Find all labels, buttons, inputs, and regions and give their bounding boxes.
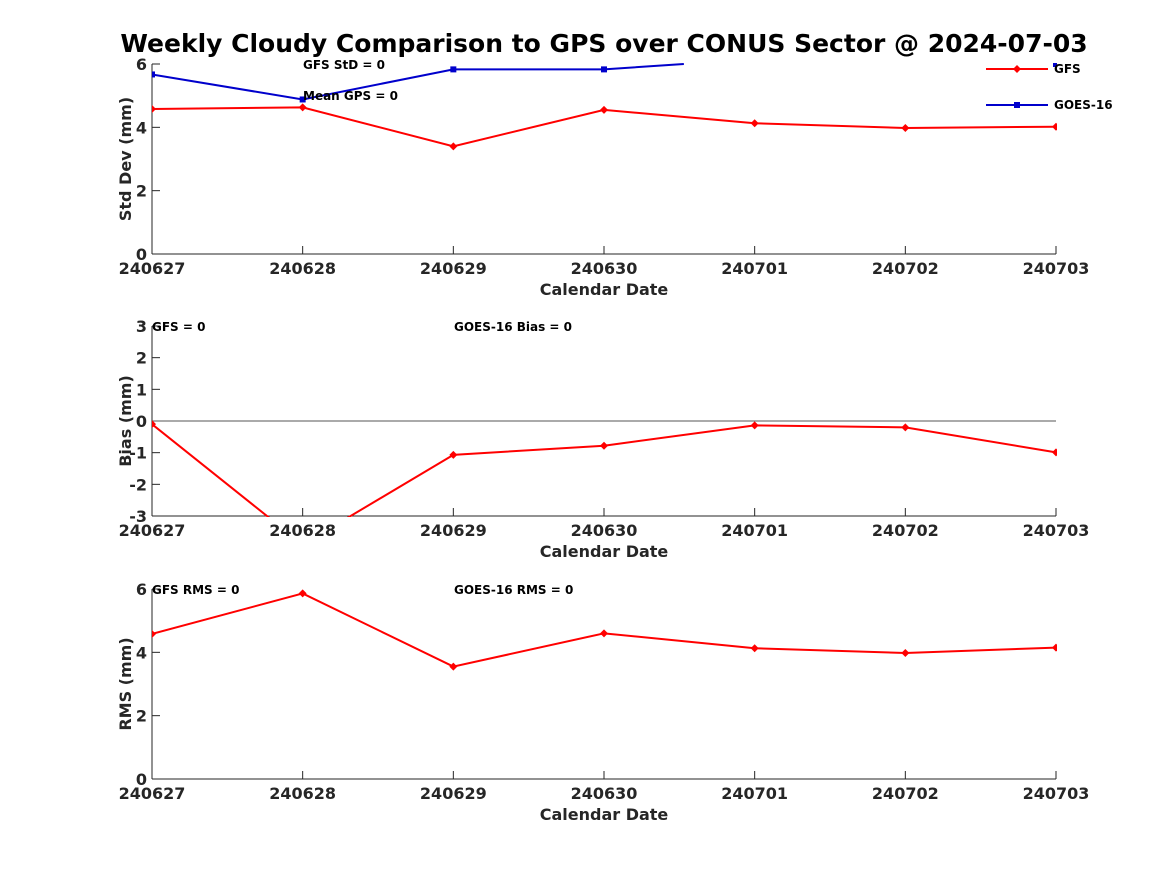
annotation-text: GFS RMS = 0 xyxy=(152,583,239,597)
data-point-gfs xyxy=(299,541,307,549)
x-tick-label: 240630 xyxy=(571,784,638,803)
x-tick-label: 240702 xyxy=(872,784,939,803)
x-tick-label: 240702 xyxy=(872,259,939,278)
data-point-gfs xyxy=(901,423,910,432)
y-tick-label: -3 xyxy=(129,507,147,526)
x-axis-label: Calendar Date xyxy=(540,542,669,561)
y-axis-label: RMS (mm) xyxy=(116,637,135,730)
y-tick-label: 4 xyxy=(136,118,147,137)
x-tick-label: 240630 xyxy=(571,521,638,540)
x-tick-label: 240701 xyxy=(721,259,788,278)
x-axis-label: Calendar Date xyxy=(540,805,669,824)
legend-marker-gfs xyxy=(1013,65,1021,73)
legend-label: GOES-16 xyxy=(1054,98,1113,112)
annotation-text: GOES-16 Bias = 0 xyxy=(454,320,572,334)
y-tick-label: 6 xyxy=(136,55,147,74)
data-point-gfs xyxy=(449,662,458,671)
data-point-gfs xyxy=(600,441,608,450)
legend-label: GFS xyxy=(1054,62,1081,76)
y-axis-label: Std Dev (mm) xyxy=(116,97,135,221)
data-point-gfs xyxy=(600,629,608,638)
annotation-text: GFS = 0 xyxy=(152,320,205,334)
series-layer xyxy=(152,63,1057,151)
data-point-gfs xyxy=(152,104,156,113)
x-axis-label: Calendar Date xyxy=(540,280,669,299)
y-tick-label: 2 xyxy=(136,707,147,726)
data-point-gfs xyxy=(750,421,759,430)
data-point-gfs xyxy=(152,629,156,638)
x-tick-label: 240629 xyxy=(420,521,487,540)
y-tick-label: 2 xyxy=(136,349,147,368)
data-point-goes-16 xyxy=(299,96,306,103)
y-tick-label: -2 xyxy=(129,475,147,494)
data-point-gfs xyxy=(449,450,458,459)
data-point-gfs xyxy=(901,648,910,657)
y-axis-label: Bias (mm) xyxy=(116,375,135,467)
x-tick-label: 240703 xyxy=(1023,784,1090,803)
data-point-goes-16 xyxy=(1053,63,1057,67)
data-point-goes-16 xyxy=(450,66,457,73)
data-point-gfs xyxy=(298,589,307,598)
x-tick-label: 240629 xyxy=(420,784,487,803)
data-point-goes-16 xyxy=(152,71,155,78)
figure-title: Weekly Cloudy Comparison to GPS over CON… xyxy=(120,29,1087,58)
data-point-gfs xyxy=(449,142,458,151)
series-layer xyxy=(152,420,1057,549)
y-tick-label: 0 xyxy=(136,770,147,789)
x-tick-label: 240627 xyxy=(119,784,186,803)
annotation-text: Mean GPS = 0 xyxy=(303,89,398,103)
annotation-text: GFS StD = 0 xyxy=(303,58,385,72)
x-tick-label: 240628 xyxy=(269,259,336,278)
data-point-gfs xyxy=(600,105,608,114)
y-tick-label: 4 xyxy=(136,643,147,662)
x-tick-label: 240628 xyxy=(269,784,336,803)
x-tick-label: 240703 xyxy=(1023,259,1090,278)
data-point-gfs xyxy=(750,119,759,128)
series-layer xyxy=(152,589,1057,671)
x-tick-label: 240630 xyxy=(571,259,638,278)
y-tick-label: 2 xyxy=(136,182,147,201)
data-point-gfs xyxy=(1052,122,1057,131)
y-tick-label: 1 xyxy=(136,380,147,399)
y-tick-label: 6 xyxy=(136,580,147,599)
legend: GFS GOES-16 xyxy=(986,62,1113,112)
data-point-gfs xyxy=(1052,643,1057,652)
x-tick-label: 240627 xyxy=(119,521,186,540)
chart-panel-rms: 240627 240628 240629 240630 240701 240702 2407… xyxy=(116,580,1089,824)
annotation-text: GOES-16 RMS = 0 xyxy=(454,583,573,597)
legend-marker-goes-16 xyxy=(1014,102,1020,108)
chart-panel-bias: 240627 240628 240629 240630 240701 240702 2407… xyxy=(116,317,1089,561)
y-tick-label: 0 xyxy=(136,412,147,431)
y-tick-label: 0 xyxy=(136,245,147,264)
x-tick-label: 240627 xyxy=(119,259,186,278)
data-point-goes-16 xyxy=(601,66,607,73)
chart-panel-stddev: 240627 240628 240629 240630 240701 240702 2407… xyxy=(116,55,1113,299)
x-tick-label: 240703 xyxy=(1023,521,1090,540)
y-tick-label: -1 xyxy=(129,444,147,463)
data-point-gfs xyxy=(298,103,307,112)
x-tick-label: 240702 xyxy=(872,521,939,540)
data-point-gfs xyxy=(1052,448,1057,457)
x-tick-label: 240628 xyxy=(269,521,336,540)
x-tick-label: 240701 xyxy=(721,521,788,540)
x-tick-label: 240629 xyxy=(420,259,487,278)
y-tick-label: 3 xyxy=(136,317,147,336)
data-point-gfs xyxy=(750,644,759,653)
x-tick-label: 240701 xyxy=(721,784,788,803)
data-point-gfs xyxy=(901,123,910,132)
data-point-gfs xyxy=(152,420,156,429)
